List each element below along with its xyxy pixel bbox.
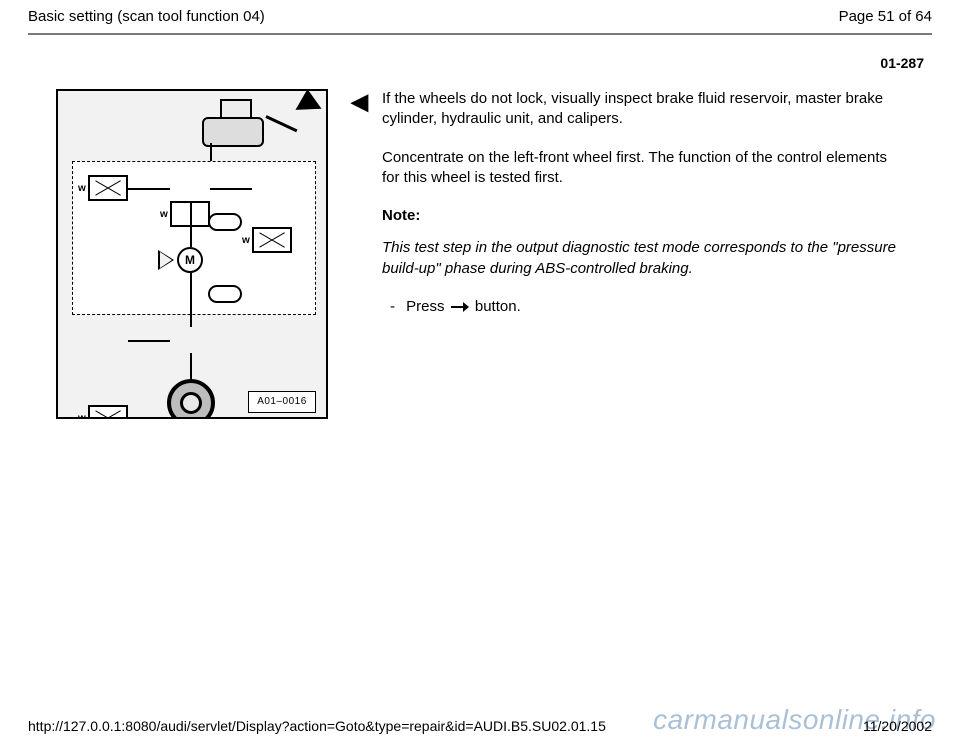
diagram-line	[128, 340, 170, 342]
note-body: This test step in the output diagnostic …	[382, 238, 900, 279]
diagram-line	[128, 188, 170, 190]
pump-icon: M	[177, 247, 203, 273]
diagram-line	[190, 273, 192, 327]
motor-icon	[158, 250, 174, 270]
list-dash: -	[390, 297, 402, 317]
page-header: Basic setting (scan tool function 04) Pa…	[0, 0, 960, 31]
header-page-number: Page 51 of 64	[839, 8, 932, 25]
footer-url: http://127.0.0.1:8080/audi/servlet/Displ…	[28, 718, 606, 734]
content-row: w w w M w w	[0, 71, 960, 419]
brake-booster-icon	[178, 97, 298, 155]
press-suffix: button.	[475, 298, 521, 315]
accumulator-icon	[208, 285, 242, 303]
section-number: 01-287	[0, 55, 960, 71]
diagram-id-label: A01–0016	[248, 391, 316, 413]
brake-disc-icon	[180, 392, 202, 414]
header-rule	[28, 33, 932, 35]
pointer-arrow-icon: ◀	[351, 91, 368, 113]
valve-icon: w	[88, 175, 128, 201]
valve-icon: w	[88, 405, 128, 419]
arrow-right-icon	[451, 302, 469, 312]
press-step: - Press button.	[382, 297, 900, 317]
hydraulic-diagram: w w w M w w	[56, 89, 328, 419]
instruction-paragraph: Concentrate on the left-front wheel firs…	[382, 148, 900, 189]
instructions-column: If the wheels do not lock, visually insp…	[382, 89, 930, 317]
valve-icon: w	[252, 227, 292, 253]
header-title: Basic setting (scan tool function 04)	[28, 8, 265, 25]
footer-date: 11/20/2002	[863, 718, 932, 734]
diagram-line	[190, 353, 192, 379]
page-footer: http://127.0.0.1:8080/audi/servlet/Displ…	[0, 718, 960, 734]
pointer-column: ◀	[328, 89, 382, 114]
page: Basic setting (scan tool function 04) Pa…	[0, 0, 960, 742]
note-label: Note:	[382, 206, 900, 226]
press-prefix: Press	[406, 298, 444, 315]
accumulator-icon	[208, 213, 242, 231]
instruction-paragraph: If the wheels do not lock, visually insp…	[382, 89, 900, 130]
diagram-line	[210, 188, 252, 190]
diagram-line	[190, 201, 192, 247]
